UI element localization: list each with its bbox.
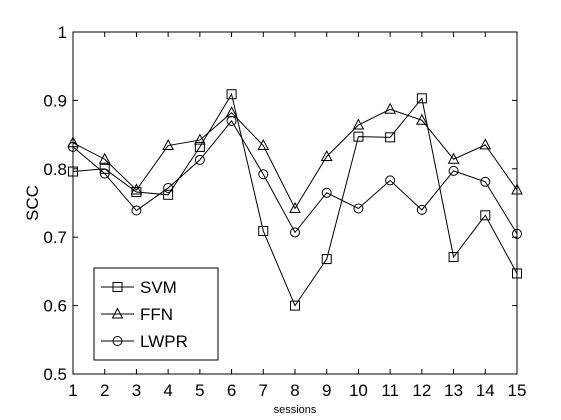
y-tick-label: 0.5 — [43, 365, 67, 384]
x-tick-label: 12 — [412, 381, 431, 400]
tick-labels: 1 2 3 4 5 6 7 8 9 10 11 12 13 14 150.50.60.70.80.91 — [43, 23, 526, 400]
lwpr-point — [480, 176, 491, 187]
series-group — [67, 89, 523, 311]
lwpr-point — [512, 228, 522, 239]
x-tick-label: 15 — [508, 381, 527, 400]
y-tick-label: 1 — [58, 23, 67, 42]
lwpr-point — [258, 169, 269, 180]
svm-point — [68, 166, 78, 177]
x-tick-label: 6 — [227, 381, 236, 400]
svm-point — [321, 254, 332, 265]
x-tick-label: 2 — [100, 381, 109, 400]
lwpr-point — [194, 154, 205, 165]
lwpr-point — [353, 203, 364, 214]
svm-point — [194, 141, 205, 152]
legend-label-lwpr: LWPR — [140, 332, 188, 351]
ffn-point — [289, 201, 301, 213]
lwpr-point — [416, 204, 427, 215]
x-axis-title: sessions — [274, 404, 317, 416]
lwpr-point — [68, 141, 78, 152]
legend-marker-lwpr — [112, 336, 123, 346]
svm-line — [72, 92, 518, 307]
y-tick-label: 0.6 — [43, 297, 67, 316]
ffn-point — [384, 102, 396, 114]
ffn-point — [511, 183, 523, 195]
x-tick-label: 4 — [163, 381, 172, 400]
ffn-point — [98, 152, 111, 164]
svm-point — [163, 189, 174, 200]
x-tick-label: 10 — [349, 381, 368, 400]
y-tick-label: 0.8 — [43, 160, 67, 179]
y-tick-label: 0.7 — [43, 228, 67, 247]
x-tick-label: 3 — [132, 381, 141, 400]
legend-label-svm: SVM — [140, 278, 177, 297]
x-tick-label: 9 — [322, 381, 331, 400]
svm-point — [258, 226, 269, 237]
x-tick-label: 11 — [381, 381, 399, 400]
x-tick-label: 8 — [290, 381, 299, 400]
ffn-line — [72, 108, 518, 210]
x-tick-label: 7 — [259, 381, 268, 400]
x-tick-label: 14 — [476, 381, 495, 400]
svm-point — [480, 210, 491, 221]
ffn-point — [416, 113, 428, 125]
ffn-point — [162, 138, 174, 151]
legend-marker-svm — [112, 282, 123, 292]
axis-ticks — [72, 31, 518, 375]
y-tick-label: 0.9 — [43, 91, 67, 110]
ffn-point — [320, 149, 333, 161]
y-axis-title: SCC — [23, 185, 42, 221]
svm-point — [353, 131, 364, 142]
ffn-point — [67, 136, 79, 148]
lwpr-point — [290, 227, 300, 238]
svm-point — [512, 268, 522, 279]
x-tick-label: 1 — [68, 381, 77, 400]
lwpr-point — [131, 205, 142, 216]
lwpr-point — [385, 175, 396, 186]
ffn-point — [479, 138, 492, 150]
lwpr-point — [99, 168, 110, 179]
svm-point — [385, 132, 396, 143]
lwpr-point — [321, 187, 332, 198]
svm-point — [226, 89, 237, 100]
x-tick-label: 5 — [195, 381, 204, 400]
ffn-point — [257, 138, 270, 151]
legend-label-ffn: FFN — [140, 305, 173, 324]
ffn-point — [194, 133, 206, 145]
ffn-point — [352, 118, 365, 130]
lwpr-point — [163, 182, 174, 193]
x-tick-label: 13 — [444, 381, 463, 400]
svm-point — [448, 252, 459, 263]
legend-marker-ffn — [111, 307, 124, 319]
lwpr-point — [226, 115, 237, 126]
svm-point — [290, 300, 300, 311]
lwpr-point — [448, 165, 459, 176]
ffn-point — [130, 183, 143, 195]
ffn-point — [447, 152, 460, 164]
svm-point — [416, 93, 427, 104]
lwpr-line — [72, 120, 518, 235]
series-ffn — [67, 102, 523, 213]
series-lwpr — [68, 115, 522, 239]
legend: SVM FFN LWPR — [93, 267, 219, 361]
